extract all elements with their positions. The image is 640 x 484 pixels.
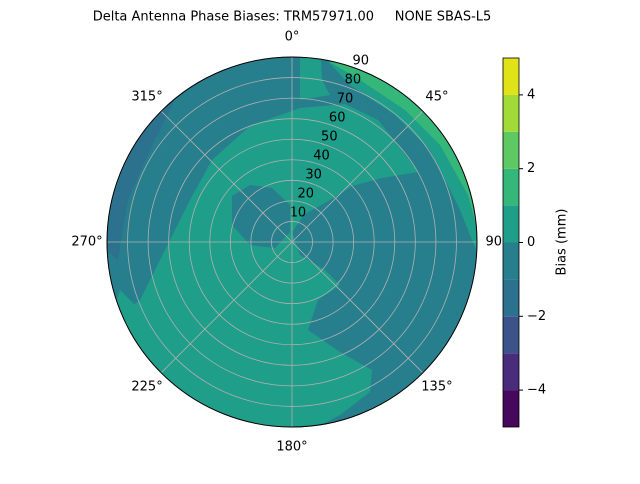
polar-frame — [106, 56, 478, 428]
r-tick-label: 70 — [337, 92, 354, 107]
overlay: 1020304050607080900°45°90°135°180°225°27… — [71, 30, 508, 455]
theta-tick-label: 135° — [421, 379, 452, 394]
theta-grid-line — [160, 241, 293, 374]
contour-region — [110, 290, 160, 345]
colorbar-tick-label: 4 — [527, 87, 535, 102]
r-tick-label: 80 — [345, 73, 362, 88]
theta-grid-line — [291, 110, 424, 243]
colorbar-tick-label: −2 — [527, 309, 546, 324]
colorbar-tick-label: 0 — [527, 235, 535, 250]
colorbar-band — [503, 242, 519, 280]
colorbar-tick-label: 2 — [527, 161, 535, 176]
colorbar-band — [503, 316, 519, 354]
colorbar-label: Bias (mm) — [555, 209, 570, 276]
r-tick-label: 90 — [353, 54, 370, 69]
theta-tick-label: 180° — [276, 440, 307, 455]
theta-tick-label: 225° — [131, 379, 162, 394]
colorbar-band — [503, 205, 519, 243]
theta-tick-label: 45° — [425, 90, 448, 105]
contour-region — [107, 100, 175, 260]
colorbar-band — [503, 390, 519, 427]
colorbar-band — [503, 353, 519, 391]
colorbar-band — [503, 279, 519, 317]
r-tick-label: 40 — [313, 149, 330, 164]
r-tick-label: 30 — [305, 168, 322, 183]
theta-grid-line — [291, 241, 424, 374]
chart-title: Delta Antenna Phase Biases: TRM57971.00 … — [93, 10, 492, 25]
theta-tick-label: 270° — [71, 235, 102, 250]
colorbar-band — [503, 94, 519, 132]
r-tick-label: 10 — [290, 206, 307, 221]
r-tick-label: 20 — [297, 187, 314, 202]
colorbar-band — [503, 131, 519, 169]
r-tick-label: 50 — [321, 130, 338, 145]
colorbar-band — [503, 168, 519, 206]
theta-tick-label: 315° — [131, 90, 162, 105]
theta-grid-line — [160, 110, 293, 243]
theta-tick-label: 0° — [285, 30, 300, 45]
colorbar-band — [503, 58, 519, 95]
r-tick-label: 60 — [329, 111, 346, 126]
contour-region — [300, 57, 330, 100]
colorbar-tick-label: −4 — [527, 383, 546, 398]
